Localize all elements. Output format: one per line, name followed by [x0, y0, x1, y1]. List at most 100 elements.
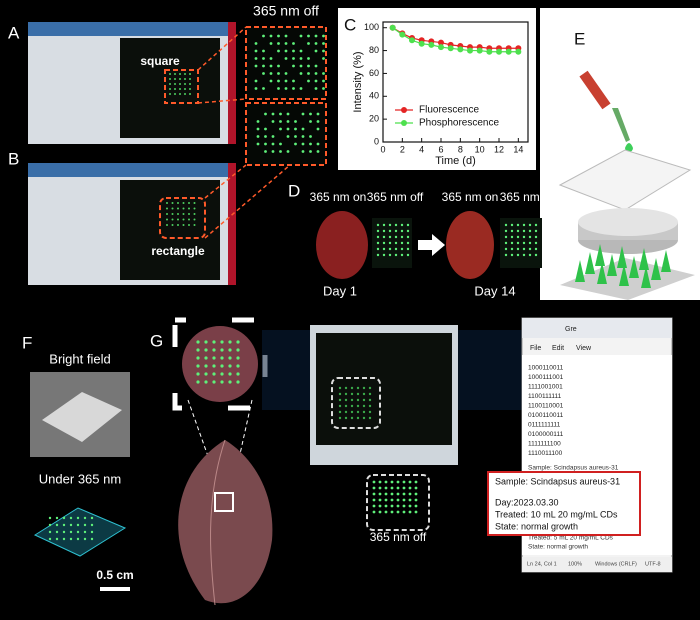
glow-dot	[400, 229, 404, 233]
data-point	[505, 48, 512, 55]
glow-dot	[204, 380, 208, 384]
glow-dot	[269, 64, 273, 68]
glow-dot	[277, 87, 280, 90]
glow-dot	[62, 530, 66, 534]
glow-dot	[522, 229, 526, 233]
data-point	[409, 37, 415, 44]
glow-dot	[189, 83, 191, 85]
glow-dot	[406, 253, 410, 257]
condition-label: 365 nm on	[310, 190, 367, 204]
glow-dot	[220, 340, 224, 344]
x-tick-label: 8	[458, 144, 463, 154]
glow-dot	[390, 480, 394, 484]
glow-dot	[182, 207, 185, 210]
needle	[639, 248, 649, 270]
glow-dot	[294, 142, 297, 146]
glow-dot	[408, 480, 412, 484]
glow-dot	[376, 223, 380, 227]
glow-dot	[256, 135, 260, 138]
glow-dot	[279, 112, 282, 116]
glow-dot	[406, 229, 410, 233]
camera-view	[120, 180, 220, 280]
glow-dot	[394, 229, 398, 233]
data-point	[389, 24, 396, 31]
glow-dot	[414, 498, 418, 502]
glow-dot	[284, 34, 288, 38]
glow-dot	[414, 504, 418, 508]
glow-dot	[220, 348, 224, 352]
panel-label: B	[8, 149, 19, 168]
menu-item[interactable]: Edit	[552, 345, 564, 352]
glow-dot	[504, 241, 508, 245]
glow-dot	[236, 348, 240, 352]
glow-dot	[284, 72, 288, 75]
status-item: 100%	[568, 561, 582, 567]
glow-dot	[279, 150, 282, 153]
glow-dot	[179, 88, 181, 90]
glow-dot	[309, 135, 312, 138]
glow-dot	[169, 73, 171, 75]
glow-dot	[212, 340, 216, 344]
glow-dot	[534, 235, 538, 239]
glow-dot	[269, 72, 273, 75]
glow-dot	[62, 516, 66, 520]
glow-dot	[256, 120, 260, 123]
glow-dot	[228, 380, 232, 384]
glow-dot	[83, 523, 87, 527]
binary-line: 1111001001	[528, 384, 563, 391]
glow-dot	[254, 87, 258, 90]
glow-dot	[338, 392, 342, 396]
glow-dot	[322, 42, 325, 45]
microneedles	[575, 244, 671, 288]
glow-dot	[284, 79, 288, 83]
glow-dot	[516, 253, 520, 257]
x-tick-label: 12	[494, 144, 504, 154]
glow-dot	[316, 120, 320, 123]
glow-dot	[179, 93, 181, 95]
glow-dot	[510, 223, 514, 227]
glow-dot	[171, 218, 174, 221]
needle	[651, 258, 661, 280]
glow-dot	[212, 364, 216, 368]
glow-dot	[189, 93, 191, 95]
scale-bar	[100, 587, 130, 591]
glow-dot	[182, 202, 185, 204]
glow-dot	[271, 135, 275, 138]
menu-item[interactable]: View	[576, 345, 592, 352]
glow-dot	[316, 142, 320, 146]
needle	[617, 246, 627, 268]
toolbar	[28, 22, 228, 36]
glow-dot	[171, 213, 174, 215]
needle	[629, 256, 639, 278]
glow-dot	[362, 416, 366, 420]
menu-item[interactable]: File	[530, 345, 541, 352]
glow-dot	[394, 235, 398, 239]
glow-dot	[299, 87, 303, 90]
status-item: Ln 24, Col 1	[527, 561, 557, 567]
glow-dot	[292, 64, 295, 68]
glow-dot	[269, 42, 273, 45]
y-tick-label: 40	[369, 91, 379, 101]
glow-dot	[388, 235, 392, 239]
glow-dot	[228, 340, 232, 344]
glow-dot	[390, 504, 394, 508]
glow-dot	[400, 253, 404, 257]
glow-dot	[236, 364, 240, 368]
plot-frame	[382, 21, 529, 143]
glow-dot	[382, 241, 386, 245]
binary-line: 1100111111	[528, 393, 562, 400]
screenshot-a	[28, 22, 236, 144]
glow-dot	[212, 348, 216, 352]
glow-dot	[174, 88, 176, 90]
glow-dot	[76, 516, 80, 520]
glow-dot	[322, 57, 325, 60]
condition-label: 365 nm on	[442, 190, 499, 204]
glow-dot	[382, 235, 386, 239]
glow-dot	[279, 142, 282, 146]
glow-dot	[254, 79, 258, 83]
glow-dot	[284, 42, 288, 45]
photo-label: Under 365 nm	[39, 471, 121, 486]
glow-dot	[189, 78, 191, 80]
zoom-caption: 365 nm off	[370, 530, 427, 544]
glow-dot	[356, 410, 360, 414]
